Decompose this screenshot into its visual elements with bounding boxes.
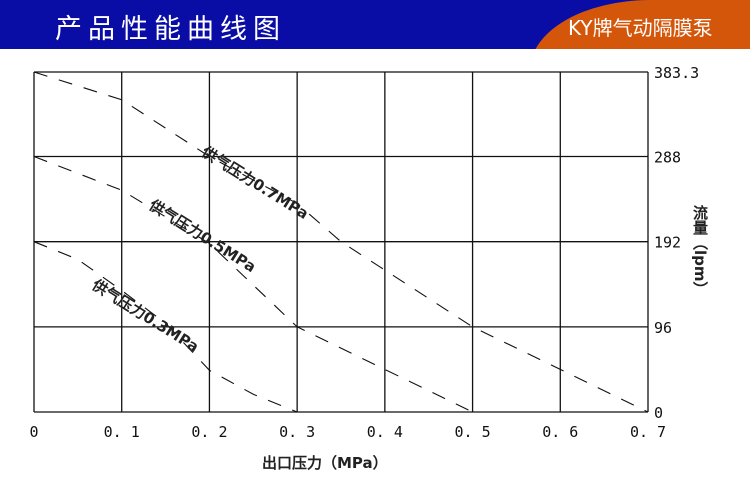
x-tick-label: 0. 4 <box>367 423 403 441</box>
y-tick-label: 96 <box>654 319 672 337</box>
y-tick-label: 0 <box>654 404 663 422</box>
grid <box>33 71 649 413</box>
x-tick-label: 0. 7 <box>630 423 666 441</box>
x-tick-label: 0. 1 <box>104 423 140 441</box>
y-tick-label: 383.3 <box>654 64 699 82</box>
x-tick-label: 0. 3 <box>279 423 315 441</box>
tick-labels: 0 0. 1 0. 2 0. 3 0. 4 0. 5 0. 6 0. 709619228838… <box>29 64 699 441</box>
x-tick-label: 0. 5 <box>455 423 491 441</box>
series-line <box>33 156 473 413</box>
header-bar: 产品性能曲线图 KY牌气动隔膜泵 <box>0 0 750 49</box>
y-axis-label: 流量（lpm） <box>691 204 709 296</box>
x-tick-label: 0. 2 <box>191 423 227 441</box>
series-label: 供气压力0.3MPa <box>88 275 202 356</box>
series-lines <box>33 71 649 413</box>
x-tick-label: 0 <box>29 423 38 441</box>
series-line <box>33 241 298 413</box>
page-title: 产品性能曲线图 <box>55 14 286 45</box>
y-tick-label: 288 <box>654 149 681 167</box>
series-label: 供气压力0.7MPa <box>198 142 312 223</box>
series-label: 供气压力0.5MPa <box>145 196 259 277</box>
x-tick-label: 0. 6 <box>542 423 578 441</box>
brand-name: KY牌气动隔膜泵 <box>568 16 713 40</box>
y-tick-label: 192 <box>654 234 681 252</box>
x-axis-label: 出口压力（MPa） <box>262 454 388 472</box>
series-line <box>33 71 649 413</box>
